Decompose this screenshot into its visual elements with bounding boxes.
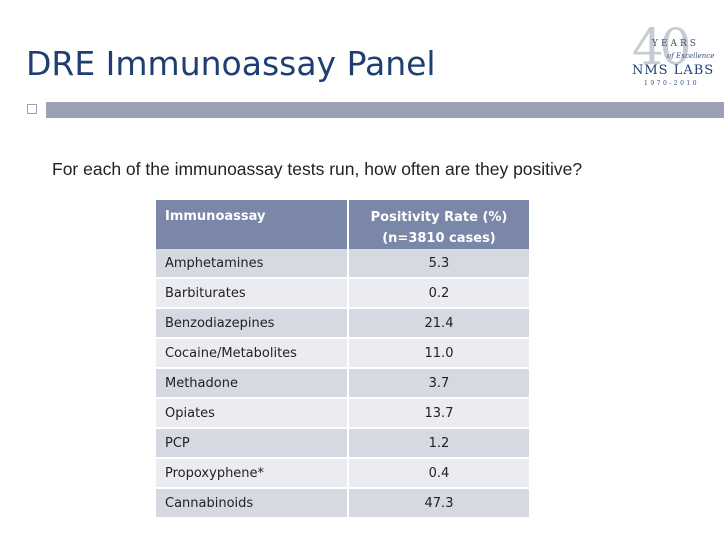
divider-square bbox=[27, 104, 37, 114]
header-positivity-rate-line2: (n=3810 cases) bbox=[382, 231, 496, 246]
cell-positivity-rate: 3.7 bbox=[348, 368, 529, 399]
cell-immunoassay: Cocaine/Metabolites bbox=[156, 338, 349, 369]
cell-immunoassay: Benzodiazepines bbox=[156, 308, 349, 339]
table-row: Barbiturates 0.2 bbox=[156, 278, 529, 309]
cell-immunoassay: Cannabinoids bbox=[156, 488, 349, 519]
logo-name: NMS LABS bbox=[632, 63, 715, 78]
header-immunoassay: Immunoassay bbox=[156, 200, 349, 249]
table-row: Cannabinoids 47.3 bbox=[156, 488, 529, 519]
cell-positivity-rate: 5.3 bbox=[348, 249, 529, 279]
cell-positivity-rate: 0.2 bbox=[348, 278, 529, 309]
cell-positivity-rate: 1.2 bbox=[348, 428, 529, 459]
logo-years: YEARS bbox=[652, 39, 699, 49]
cell-immunoassay: Barbiturates bbox=[156, 278, 349, 309]
logo-forty: 40 bbox=[632, 18, 692, 76]
nms-labs-logo: 40 YEARS of Excellence NMS LABS 1970-201… bbox=[630, 18, 722, 94]
slide-question: For each of the immunoassay tests run, h… bbox=[52, 159, 583, 179]
cell-positivity-rate: 0.4 bbox=[348, 458, 529, 489]
slide-title: DRE Immunoassay Panel bbox=[26, 44, 436, 83]
table-row: Methadone 3.7 bbox=[156, 368, 529, 399]
table-row: Amphetamines 5.3 bbox=[156, 249, 529, 279]
table-row: Propoxyphene* 0.4 bbox=[156, 458, 529, 489]
table-row: PCP 1.2 bbox=[156, 428, 529, 459]
cell-positivity-rate: 21.4 bbox=[348, 308, 529, 339]
header-positivity-rate: Positivity Rate (%) (n=3810 cases) bbox=[348, 200, 529, 249]
logo-tagline: of Excellence bbox=[667, 52, 715, 60]
cell-positivity-rate: 13.7 bbox=[348, 398, 529, 429]
cell-immunoassay: Opiates bbox=[156, 398, 349, 429]
table-row: Opiates 13.7 bbox=[156, 398, 529, 429]
table-row: Benzodiazepines 21.4 bbox=[156, 308, 529, 339]
header-positivity-rate-line1: Positivity Rate (%) bbox=[370, 210, 508, 225]
cell-immunoassay: Methadone bbox=[156, 368, 349, 399]
table-header-row: Immunoassay Positivity Rate (%) (n=3810 … bbox=[156, 200, 529, 249]
table-row: Cocaine/Metabolites 11.0 bbox=[156, 338, 529, 369]
cell-immunoassay: PCP bbox=[156, 428, 349, 459]
logo-year-range: 1970-2010 bbox=[644, 80, 700, 87]
cell-immunoassay: Amphetamines bbox=[156, 249, 349, 279]
cell-immunoassay: Propoxyphene* bbox=[156, 458, 349, 489]
divider-bar bbox=[46, 102, 724, 118]
immunoassay-table: Immunoassay Positivity Rate (%) (n=3810 … bbox=[156, 200, 529, 519]
cell-positivity-rate: 11.0 bbox=[348, 338, 529, 369]
cell-positivity-rate: 47.3 bbox=[348, 488, 529, 519]
